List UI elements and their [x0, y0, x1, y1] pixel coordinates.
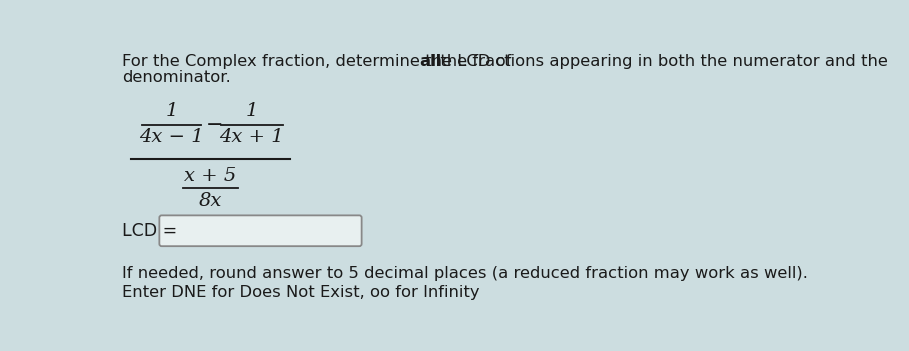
Text: 4x − 1: 4x − 1	[139, 128, 204, 146]
Text: 8x: 8x	[199, 192, 222, 210]
Text: 1: 1	[165, 102, 178, 120]
Text: If needed, round answer to 5 decimal places (a reduced fraction may work as well: If needed, round answer to 5 decimal pla…	[122, 266, 808, 281]
Text: the fractions appearing in both the numerator and the: the fractions appearing in both the nume…	[435, 54, 888, 69]
Text: all: all	[419, 54, 441, 69]
Text: −: −	[205, 114, 223, 134]
Text: 1: 1	[245, 102, 258, 120]
FancyBboxPatch shape	[159, 216, 362, 246]
Text: LCD =: LCD =	[122, 222, 177, 240]
Text: Enter DNE for Does Not Exist, oo for Infinity: Enter DNE for Does Not Exist, oo for Inf…	[122, 285, 480, 300]
Text: denominator.: denominator.	[122, 70, 231, 85]
Text: x + 5: x + 5	[185, 167, 236, 185]
Text: 4x + 1: 4x + 1	[219, 128, 284, 146]
Text: For the Complex fraction, determine the LCD of: For the Complex fraction, determine the …	[122, 54, 517, 69]
